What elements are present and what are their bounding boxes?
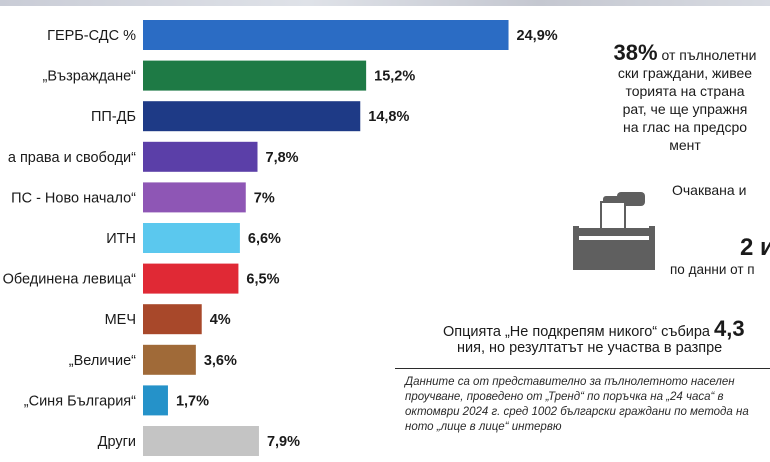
bar-10 bbox=[143, 426, 259, 456]
footnote-line-4: ното „лице в лице“ интервю bbox=[405, 421, 562, 433]
value-label-7: 4% bbox=[210, 312, 231, 328]
bar-4 bbox=[143, 182, 246, 213]
category-label-4: ПС - Ново начало“ bbox=[11, 190, 136, 206]
bar-2 bbox=[143, 101, 361, 132]
stat-line-1: 38% от пълнолетни bbox=[585, 42, 770, 64]
footnote: Данните са от представително за пълнолет… bbox=[405, 375, 770, 435]
stat-line-1-rest: от пълнолетни bbox=[657, 47, 757, 63]
stat-line-3: торията на страна bbox=[625, 83, 745, 99]
party-bar-chart: ГЕРБ-СДС % 24,9% „Възраждане“ 15,2% ПП-ДБ 14,… bbox=[3, 20, 558, 456]
footnote-line-3: октомври 2024 г. сред 1002 български гра… bbox=[405, 406, 749, 418]
value-label-1: 15,2% bbox=[374, 69, 415, 85]
category-label-6: Обединена левица“ bbox=[3, 272, 137, 288]
ballot-box-icon bbox=[573, 192, 655, 270]
option-number: 4,3 bbox=[714, 316, 745, 341]
value-label-5: 6,6% bbox=[248, 231, 281, 247]
value-label-2: 14,8% bbox=[368, 109, 409, 125]
value-label-8: 3,6% bbox=[204, 353, 237, 369]
bar-3 bbox=[143, 141, 258, 172]
bar-9 bbox=[143, 385, 168, 416]
bar-6 bbox=[143, 263, 239, 294]
bar-5 bbox=[143, 223, 240, 253]
category-label-10: Други bbox=[98, 434, 136, 450]
value-label-6: 6,5% bbox=[246, 272, 279, 288]
stat-line-2: ски граждани, живее bbox=[617, 65, 753, 81]
stat-line-6: мент bbox=[669, 137, 701, 153]
turnout-value: 2 и bbox=[740, 234, 770, 261]
category-label-7: МЕЧ bbox=[105, 312, 136, 328]
stat-percent: 38% bbox=[613, 40, 658, 65]
participation-stat: 38% от пълнолетни ски граждани, живее то… bbox=[585, 42, 770, 154]
category-label-0: ГЕРБ-СДС % bbox=[47, 28, 136, 44]
value-label-10: 7,9% bbox=[267, 434, 300, 450]
option-prefix: Опцията „Не подкрепям никого“ събира bbox=[443, 324, 715, 340]
bar-8 bbox=[143, 344, 196, 375]
footnote-divider bbox=[395, 368, 770, 369]
bar-7 bbox=[143, 304, 202, 335]
value-label-4: 7% bbox=[254, 190, 275, 206]
info-panel: 38% от пълнолетни ски граждани, живее то… bbox=[395, 0, 770, 462]
category-label-3: а права и свободи“ bbox=[8, 150, 136, 166]
turnout-source: по данни от п bbox=[670, 262, 755, 277]
option-text-line-2: ния, но резултатът не участва в разпре bbox=[457, 340, 723, 356]
value-label-9: 1,7% bbox=[176, 393, 209, 409]
footnote-line-1: Данните са от представително за пълнолет… bbox=[405, 376, 735, 388]
stat-line-4: рат, че ще упражня bbox=[622, 101, 748, 117]
category-label-2: ПП-ДБ bbox=[91, 109, 136, 125]
category-label-1: „Възраждане“ bbox=[43, 69, 137, 85]
footnote-line-2: проучване, проведено от „Тренд“ по поръч… bbox=[405, 391, 724, 403]
value-label-0: 24,9% bbox=[517, 28, 558, 44]
top-decorative-strip bbox=[0, 0, 770, 6]
expected-label: Очаквана и bbox=[672, 182, 747, 198]
category-label-9: „Синя България“ bbox=[24, 393, 136, 409]
bar-1 bbox=[143, 60, 367, 91]
option-text-line-1: Опцията „Не подкрепям никого“ събира 4,3 bbox=[443, 316, 745, 342]
category-label-5: ИТН bbox=[106, 231, 136, 247]
bar-0 bbox=[143, 20, 509, 50]
category-label-8: „Величие“ bbox=[69, 353, 136, 369]
stat-line-5: на глас на предсро bbox=[622, 119, 748, 135]
value-label-3: 7,8% bbox=[266, 150, 299, 166]
